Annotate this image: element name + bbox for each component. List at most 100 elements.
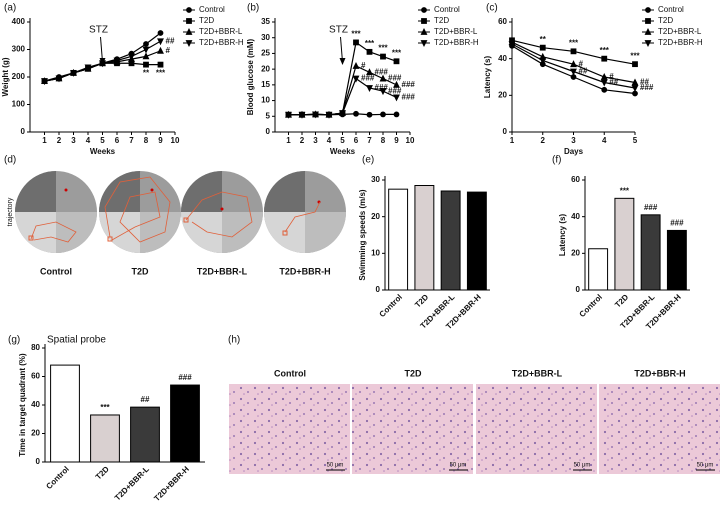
- bar: [640, 214, 661, 291]
- significance: ###: [402, 80, 416, 89]
- panel-label: (c): [486, 3, 498, 14]
- trajectory-panel: (d) trajectory Control T2D T2D+BBR-L T2D…: [4, 155, 346, 276]
- significance: #: [361, 61, 366, 70]
- y-tick-label: 60: [498, 17, 507, 26]
- y-tick-label: 25: [261, 49, 270, 58]
- significance: ###: [178, 373, 192, 382]
- micrograph: [229, 384, 350, 474]
- legend-label: Control: [658, 5, 684, 14]
- data-point: [539, 57, 547, 65]
- x-tick-label: 6: [354, 136, 359, 145]
- data-point: [99, 60, 106, 68]
- y-label: Latency (s): [483, 56, 492, 99]
- y-label: Time in target quadrant (%): [18, 353, 27, 457]
- legend-label: T2D+BBR-L: [199, 27, 243, 36]
- x-tick-label: 2: [300, 136, 305, 145]
- data-point: [570, 68, 577, 76]
- legend-label: T2D+BBR-L: [658, 27, 702, 36]
- caption: Control: [274, 368, 306, 378]
- y-tick-label: 35: [261, 17, 270, 26]
- chart-title: Spatial probe: [47, 335, 106, 346]
- data-point: [325, 111, 333, 119]
- legend-marker: [186, 18, 192, 24]
- data-point: [393, 94, 400, 102]
- panel-label: (a): [4, 3, 16, 14]
- x-tick-label: 6: [115, 136, 120, 145]
- y-tick-label: 0: [576, 285, 581, 294]
- y-tick-label: 60: [571, 175, 580, 184]
- panel-label: (e): [362, 155, 374, 166]
- data-point: [366, 111, 373, 118]
- significance: ###: [375, 67, 389, 76]
- y-tick-label: 100: [12, 100, 26, 109]
- data-point: [143, 41, 149, 47]
- data-point: [157, 38, 164, 46]
- y-tick-label: 0: [21, 127, 26, 136]
- significance: ##: [579, 67, 588, 76]
- caption: Control: [40, 266, 72, 276]
- significance: ###: [402, 93, 416, 102]
- legend-label: Control: [199, 5, 225, 14]
- pool: [181, 171, 263, 253]
- panel-label: (d): [4, 155, 16, 166]
- y-tick-label: 15: [261, 80, 270, 89]
- data-point: [508, 41, 516, 48]
- micrograph: [599, 384, 720, 474]
- annotation: STZ: [89, 25, 108, 36]
- data-point: [128, 53, 135, 61]
- significance: ###: [388, 74, 402, 83]
- data-point: [353, 39, 359, 46]
- x-tick-label: 1: [510, 136, 515, 145]
- pool: [264, 171, 346, 253]
- x-tick-label: 7: [367, 136, 372, 145]
- legend-marker: [186, 7, 192, 13]
- scale-bar: 50 μm: [574, 463, 591, 469]
- legend-label: T2D: [658, 16, 673, 25]
- annotation-arrow: [340, 36, 343, 63]
- legend-marker: [185, 40, 193, 47]
- panel-label: (g): [8, 335, 20, 346]
- caption: T2D+BBR-H: [634, 368, 685, 378]
- significance: ***: [378, 44, 388, 53]
- significance: ##: [166, 36, 175, 45]
- x-tick-label: 10: [171, 136, 180, 145]
- data-point: [352, 62, 360, 69]
- bar: [666, 229, 687, 291]
- y-tick-label: 5: [266, 111, 271, 120]
- legend-marker: [644, 40, 652, 47]
- data-point: [379, 88, 387, 96]
- micrograph: [352, 384, 473, 474]
- legend-marker: [645, 18, 651, 24]
- y-tick-label: 400: [12, 17, 26, 26]
- data-point: [142, 46, 150, 54]
- data-point: [393, 80, 400, 88]
- significance: #: [579, 59, 584, 68]
- data-point: [601, 86, 608, 93]
- y-label: Blood glucose (mM): [246, 38, 255, 115]
- data-point: [113, 57, 121, 65]
- legend-label: T2D+BBR-H: [658, 38, 703, 47]
- data-point: [379, 74, 387, 82]
- data-point: [41, 78, 48, 86]
- bar: [440, 190, 461, 291]
- bar: [388, 188, 409, 291]
- significance: ***: [569, 38, 579, 47]
- x-tick-label: 5: [100, 136, 105, 145]
- x-tick-label: Control: [378, 293, 404, 319]
- caption: T2D+BBR-L: [512, 368, 563, 378]
- y-tick-label: 20: [571, 248, 580, 257]
- significance: ##: [141, 395, 150, 404]
- x-label: Weeks: [330, 147, 356, 156]
- x-tick-label: 3: [571, 136, 576, 145]
- panel-label: (b): [247, 3, 259, 14]
- significance: ***: [156, 69, 166, 78]
- significance: ***: [351, 30, 361, 39]
- significance: ***: [100, 403, 110, 412]
- x-tick-label: T2D: [413, 292, 430, 309]
- y-tick-label: 40: [31, 400, 40, 409]
- legend-marker: [644, 28, 652, 35]
- data-point: [285, 111, 292, 119]
- y-tick-label: 0: [266, 127, 271, 136]
- y-tick-label: 30: [261, 33, 270, 42]
- caption: T2D: [404, 368, 422, 378]
